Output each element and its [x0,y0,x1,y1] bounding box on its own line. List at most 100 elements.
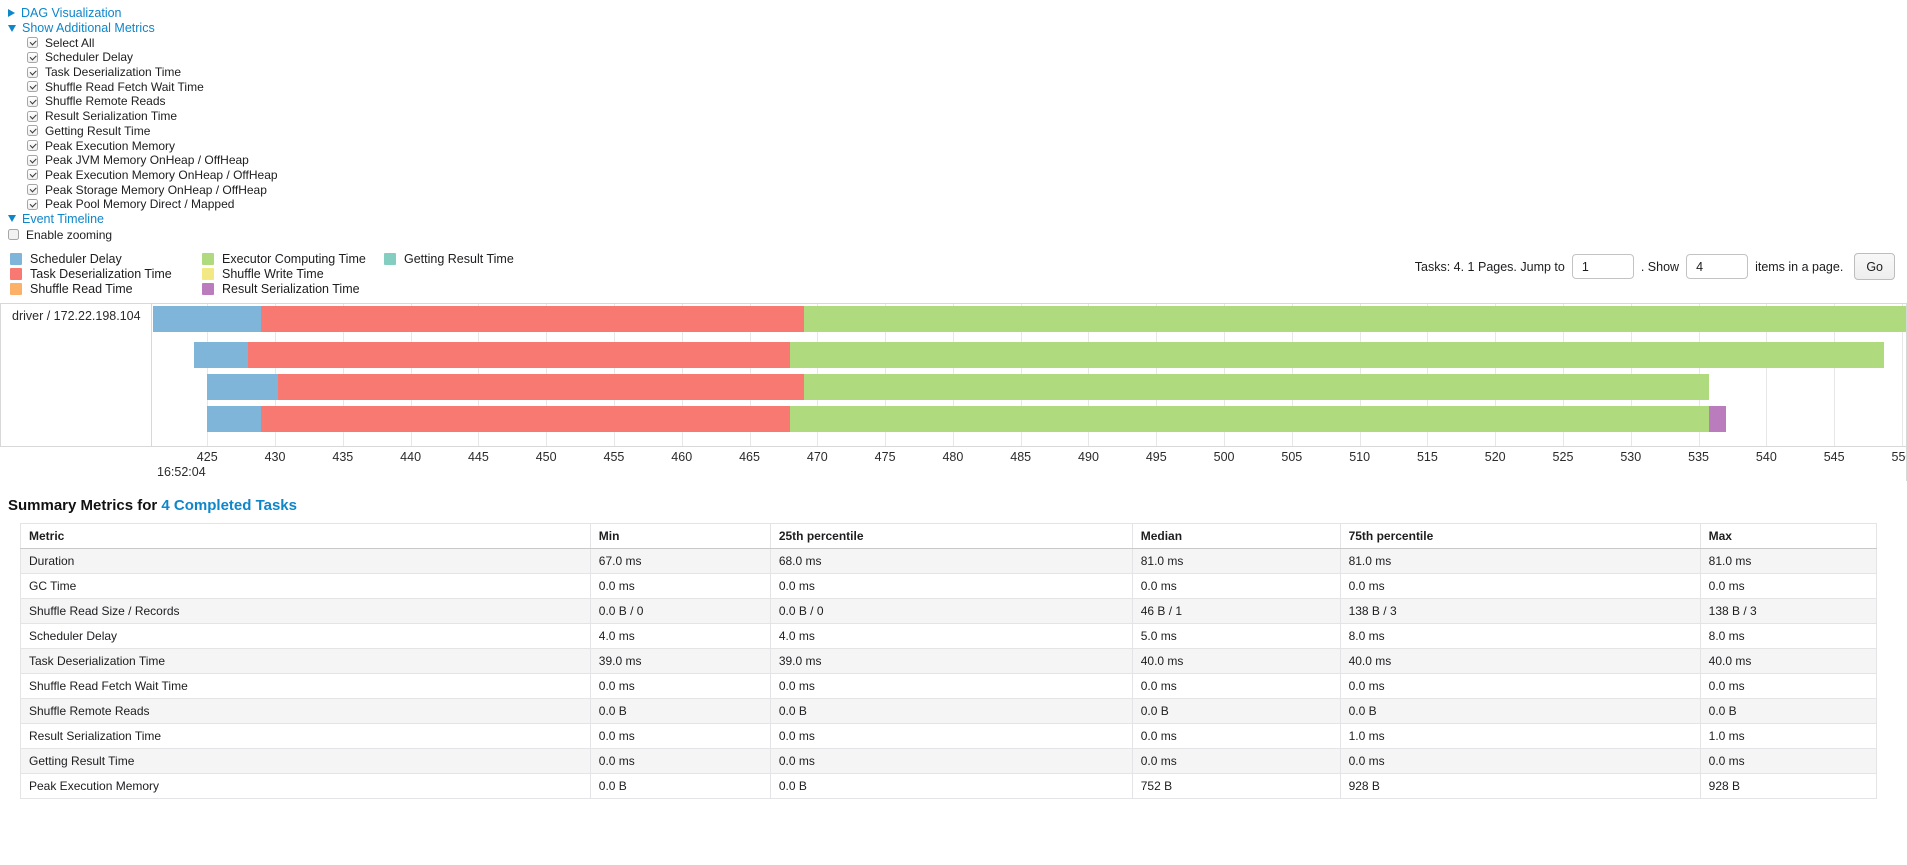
checkbox-peak-storage-memory-onheap-offheap[interactable] [27,184,38,196]
column-header-25th-percentile: 25th percentile [769,523,1133,550]
metric-option-peak-pool-memory-direct-mapped: Peak Pool Memory Direct / Mapped [27,197,1907,212]
enable-zooming-label: Enable zooming [26,227,113,242]
metric-option-scheduler-delay: Scheduler Delay [27,50,1907,65]
legend-label-executor-computing-time: Executor Computing Time [222,251,366,266]
metric-value-cell: 0.0 ms [1339,673,1701,700]
expanded-arrow-icon [8,24,16,32]
metric-value-cell: 0.0 ms [589,723,771,750]
metric-value-cell: 8.0 ms [1699,623,1878,650]
metric-value-cell: 0.0 B [769,698,1133,725]
legend-label-scheduler-delay: Scheduler Delay [30,251,122,266]
page-jump-input[interactable] [1571,254,1634,280]
checkbox-peak-pool-memory-direct-mapped[interactable] [27,198,38,210]
checkbox-result-serialization-time[interactable] [27,110,38,122]
metric-option-peak-jvm-memory-onheap-offheap: Peak JVM Memory OnHeap / OffHeap [27,153,1907,168]
executor-group-label: driver / 172.22.198.104 [12,309,141,324]
checkbox-task-deserialization-time[interactable] [27,66,38,78]
checkbox-label-peak-storage-memory-onheap-offheap: Peak Storage Memory OnHeap / OffHeap [45,182,267,197]
metric-value-cell: 40.0 ms [1131,648,1341,675]
metric-value-cell: 0.0 ms [589,673,771,700]
event-timeline-toggle[interactable]: Event Timeline [8,212,1907,227]
summary-table-header-row: Metric Min 25th percentile Median 75th perce… [20,523,1878,550]
checkbox-scheduler-delay[interactable] [27,51,38,63]
summary-metrics-table: Metric Min 25th percentile Median 75th perce… [20,523,1878,800]
metric-value-cell: 1.0 ms [1699,723,1878,750]
metric-option-select-all: Select All [27,35,1907,50]
task-bar-segment-executor-computing-time[interactable] [790,342,1885,369]
checkbox-label-select-all: Select All [45,35,95,50]
checkbox-peak-execution-memory-onheap-offheap[interactable] [27,169,38,181]
metric-value-cell: 8.0 ms [1339,623,1701,650]
task-bar-segment-executor-computing-time[interactable] [790,406,1710,433]
metric-option-peak-execution-memory-onheap-offheap: Peak Execution Memory OnHeap / OffHeap [27,168,1907,183]
task-bar-segment-scheduler-delay[interactable] [207,374,278,401]
column-header-min: Min [589,523,771,550]
table-row-gc-time: GC Time 0.0 ms 0.0 ms 0.0 ms 0.0 ms 0.0 ms [20,573,1878,600]
task-bar-segment-executor-computing-time[interactable] [803,306,1906,333]
legend-label-getting-result-time: Getting Result Time [404,251,514,266]
checkbox-peak-execution-memory[interactable] [27,140,38,152]
legend-item-result-serialization-time: Result Serialization Time [202,281,360,296]
task-bar-segment-scheduler-delay[interactable] [153,306,262,333]
metric-value-cell: 0.0 B [1699,698,1878,725]
axis-tick-label: 485 [1010,450,1032,465]
table-row-task-deserialization-time: Task Deserialization Time 39.0 ms 39.0 ms 4… [20,648,1878,675]
task-bar-segment-scheduler-delay[interactable] [207,406,262,433]
legend-label-shuffle-read-time: Shuffle Read Time [30,281,133,296]
metric-value-cell: 0.0 B [1131,698,1341,725]
axis-tick-label: 500 [1213,450,1235,465]
checkbox-label-shuffle-remote-reads: Shuffle Remote Reads [45,94,166,109]
metric-value-cell: 0.0 B [589,773,771,800]
metric-name-cell: Scheduler Delay [20,623,591,650]
task-bar-segment-task-deserialization-time[interactable] [247,342,791,369]
checkbox-peak-jvm-memory-onheap-offheap[interactable] [27,154,38,166]
task-bar-segment-task-deserialization-time[interactable] [277,374,804,401]
metric-name-cell: Shuffle Remote Reads [20,698,591,725]
dag-visualization-toggle[interactable]: DAG Visualization [8,6,1907,21]
metric-name-cell: Duration [20,548,591,575]
legend-label-result-serialization-time: Result Serialization Time [222,281,360,296]
task-bar-segment-task-deserialization-time[interactable] [261,306,804,333]
task-bar-segment-executor-computing-time[interactable] [803,374,1710,401]
legend-column: Executor Computing Time Shuffle Write Tim… [202,251,366,296]
stage-detail-controls: DAG Visualization Show Additional Metric… [0,0,1907,242]
metric-option-getting-result-time: Getting Result Time [27,124,1907,139]
metric-value-cell: 0.0 ms [1699,573,1878,600]
checkbox-label-peak-execution-memory: Peak Execution Memory [45,138,176,153]
axis-major-time-label: 16:52:04 [157,465,206,480]
axis-tick-label: 430 [264,450,286,465]
completed-tasks-link[interactable]: 4 Completed Tasks [161,497,297,515]
task-bar-segment-result-serialization-time[interactable] [1709,406,1726,433]
axis-tick-label: 445 [467,450,489,465]
legend-item-shuffle-write-time: Shuffle Write Time [202,266,352,281]
axis-tick-label: 515 [1416,450,1438,465]
summary-title-prefix: Summary Metrics for [8,497,158,515]
checkbox-getting-result-time[interactable] [27,125,38,137]
metric-value-cell: 81.0 ms [1699,548,1878,575]
checkbox-label-scheduler-delay: Scheduler Delay [45,50,134,65]
show-additional-metrics-toggle[interactable]: Show Additional Metrics [8,21,1907,36]
legend-swatch-executor-computing-time [202,252,214,265]
metric-value-cell: 40.0 ms [1339,648,1701,675]
metric-value-cell: 0.0 ms [1131,748,1341,775]
checkbox-shuffle-remote-reads[interactable] [27,95,38,107]
task-bar-segment-scheduler-delay[interactable] [193,342,248,369]
dag-visualization-link: DAG Visualization [21,6,122,21]
metric-option-task-deserialization-time: Task Deserialization Time [27,65,1907,80]
checkbox-shuffle-read-fetch-wait-time[interactable] [27,81,38,93]
legend-item-shuffle-read-time: Shuffle Read Time [10,281,170,296]
tasks-pages-summary: Tasks: 4. 1 Pages. Jump to [1414,259,1565,274]
metric-value-cell: 0.0 B / 0 [769,598,1133,625]
metric-value-cell: 81.0 ms [1339,548,1701,575]
metric-value-cell: 40.0 ms [1699,648,1878,675]
metric-value-cell: 0.0 ms [1339,573,1701,600]
metric-option-shuffle-read-fetch-wait-time: Shuffle Read Fetch Wait Time [27,79,1907,94]
checkbox-select-all[interactable] [27,37,38,49]
go-button[interactable]: Go [1854,253,1895,281]
table-row-duration: Duration 67.0 ms 68.0 ms 81.0 ms 81.0 ms 81.0… [20,548,1878,575]
checkbox-label-peak-jvm-memory-onheap-offheap: Peak JVM Memory OnHeap / OffHeap [45,153,249,168]
enable-zooming-checkbox[interactable] [8,229,19,241]
page-size-input[interactable] [1686,254,1749,280]
task-bar-segment-task-deserialization-time[interactable] [261,406,791,433]
metric-value-cell: 0.0 ms [769,673,1133,700]
